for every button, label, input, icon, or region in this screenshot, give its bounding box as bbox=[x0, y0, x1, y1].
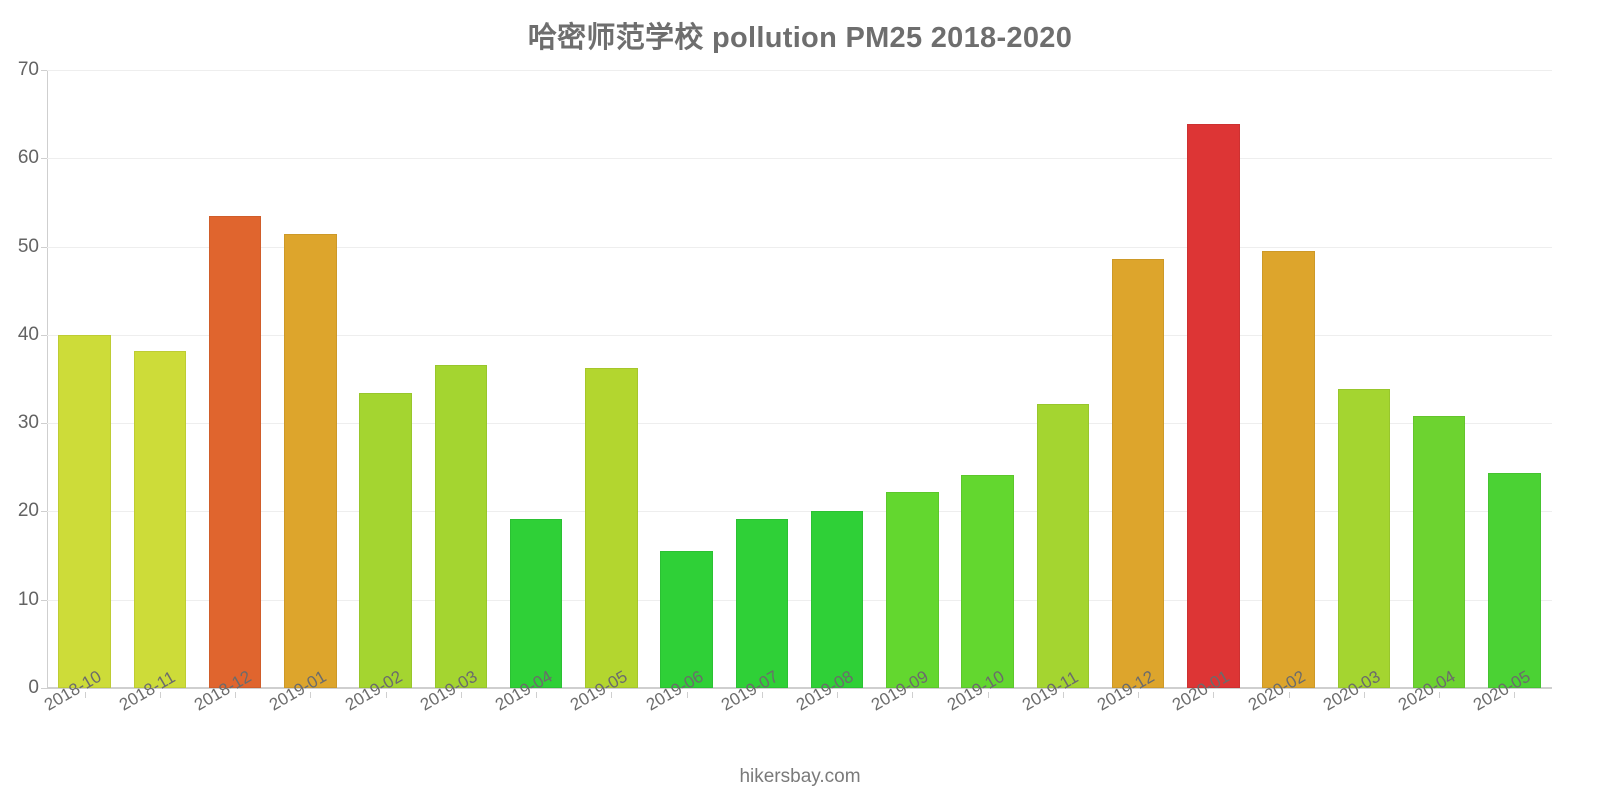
bar[interactable] bbox=[1262, 251, 1315, 688]
x-axis-tick-labels: 2018-10 2018-11 2018-12 2019-01 2019-02 2019-… bbox=[41, 667, 1552, 772]
gridline bbox=[47, 70, 1552, 71]
plot-area bbox=[41, 70, 1552, 689]
gridline bbox=[47, 511, 1552, 513]
x-tick-mark bbox=[536, 692, 538, 698]
x-tick-mark bbox=[235, 692, 237, 698]
y-tick-mark bbox=[41, 423, 47, 425]
y-tick-mark bbox=[41, 599, 47, 601]
bar[interactable] bbox=[284, 234, 337, 688]
x-tick-mark bbox=[912, 692, 914, 698]
x-tick-mark bbox=[1138, 692, 1140, 698]
x-tick-mark bbox=[837, 692, 839, 698]
bar[interactable] bbox=[1337, 388, 1391, 688]
gridline bbox=[47, 246, 1552, 248]
y-tick-mark bbox=[41, 246, 47, 248]
bar[interactable] bbox=[359, 393, 412, 688]
bar[interactable] bbox=[585, 368, 638, 688]
gridline bbox=[47, 599, 1552, 601]
bar[interactable] bbox=[1111, 258, 1165, 688]
chart-title: 哈密师范学校 pollution PM25 2018-2020 bbox=[527, 22, 1073, 54]
x-tick-mark bbox=[385, 692, 387, 698]
y-tick-mark bbox=[41, 688, 47, 689]
bar[interactable] bbox=[1488, 473, 1541, 688]
y-tick-label: 70 bbox=[17, 59, 39, 80]
x-tick-mark bbox=[761, 692, 763, 698]
bar[interactable] bbox=[58, 334, 111, 688]
bar[interactable] bbox=[886, 492, 939, 688]
x-tick-mark bbox=[1363, 692, 1365, 698]
bar[interactable] bbox=[1036, 403, 1090, 688]
x-tick-mark bbox=[987, 692, 989, 698]
y-tick-label: 50 bbox=[17, 235, 39, 257]
y-tick-label: 0 bbox=[28, 677, 39, 698]
x-tick-mark bbox=[611, 692, 613, 698]
bar[interactable] bbox=[1412, 416, 1466, 688]
x-tick-mark bbox=[686, 692, 688, 698]
y-tick-mark bbox=[41, 511, 47, 513]
y-tick-label: 60 bbox=[17, 147, 39, 169]
bar[interactable] bbox=[434, 364, 488, 688]
gridline bbox=[47, 158, 1552, 160]
x-axis-line bbox=[47, 687, 1552, 688]
x-tick-mark bbox=[1439, 692, 1441, 698]
x-tick-mark bbox=[1514, 692, 1516, 698]
y-tick-label: 20 bbox=[17, 500, 39, 522]
gridline bbox=[47, 688, 1552, 689]
bar[interactable] bbox=[1187, 123, 1240, 688]
x-tick-mark bbox=[159, 692, 161, 698]
x-tick-mark bbox=[460, 692, 462, 698]
bar[interactable] bbox=[961, 475, 1014, 688]
y-axis-line bbox=[47, 70, 48, 688]
source-watermark: hikersbay.com bbox=[739, 766, 861, 787]
bar[interactable] bbox=[660, 551, 713, 688]
gridline bbox=[47, 334, 1552, 336]
y-tick-label: 40 bbox=[17, 323, 39, 345]
x-tick-mark bbox=[1062, 692, 1064, 698]
y-tick-mark bbox=[41, 158, 47, 160]
bar[interactable] bbox=[735, 518, 789, 688]
bar[interactable] bbox=[810, 510, 864, 688]
x-tick-mark bbox=[310, 692, 312, 698]
y-tick-label: 10 bbox=[17, 588, 39, 610]
bar[interactable] bbox=[133, 350, 187, 688]
bar[interactable] bbox=[208, 215, 262, 688]
x-tick-mark bbox=[1213, 692, 1215, 698]
bar[interactable] bbox=[509, 519, 563, 688]
y-tick-mark bbox=[41, 334, 47, 336]
y-tick-mark bbox=[41, 70, 47, 71]
bar-series bbox=[47, 70, 1552, 688]
y-tick-label: 30 bbox=[17, 412, 39, 434]
x-tick-mark bbox=[1288, 692, 1290, 698]
x-tick-mark bbox=[84, 692, 86, 698]
gridline bbox=[47, 423, 1552, 425]
